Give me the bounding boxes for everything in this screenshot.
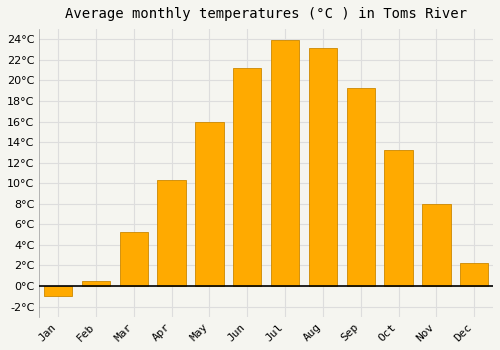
- Bar: [271, 40, 300, 286]
- Bar: [233, 68, 262, 286]
- Bar: [460, 263, 488, 286]
- Bar: [120, 231, 148, 286]
- Bar: [82, 281, 110, 286]
- Bar: [384, 150, 412, 286]
- Bar: [44, 286, 72, 296]
- Bar: [422, 204, 450, 286]
- Bar: [346, 88, 375, 286]
- Bar: [196, 121, 224, 286]
- Bar: [158, 180, 186, 286]
- Title: Average monthly temperatures (°C ) in Toms River: Average monthly temperatures (°C ) in To…: [65, 7, 467, 21]
- Bar: [308, 48, 337, 286]
